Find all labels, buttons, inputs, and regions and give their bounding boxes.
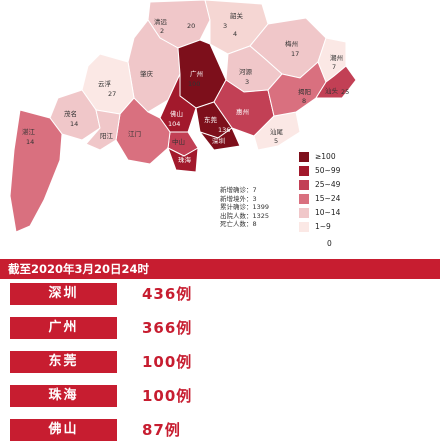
city-value: 87例	[142, 421, 181, 439]
map-label: 100	[188, 80, 201, 88]
map-label: 肇庆	[140, 70, 153, 78]
stat-discharged: 出院人数：1325	[220, 211, 270, 220]
map-label: 中山	[172, 138, 185, 146]
legend-label: ≥100	[315, 152, 336, 161]
city-ranking: 深圳 436例 广州 366例 东莞 100例 珠海 100例 佛山 87例	[0, 279, 440, 441]
legend-label: 1~9	[315, 222, 331, 231]
city-button-shenzhen[interactable]: 深圳	[10, 283, 117, 305]
map-label: 3	[245, 78, 250, 86]
stat-total-confirmed: 累计确诊：1399	[220, 203, 270, 211]
legend-label: 10~14	[315, 208, 341, 217]
city-button-guangzhou[interactable]: 广州	[10, 317, 117, 339]
province-map-shapes	[9, 0, 357, 233]
region-yangjiang[interactable]	[85, 109, 121, 151]
stat-deaths: 死亡人数：8	[220, 220, 257, 228]
map-label: 揭阳	[298, 88, 311, 96]
map-label: 5	[274, 137, 279, 145]
map-label: 珠海	[178, 156, 191, 164]
summary-stats: 新增确诊：7 新增境外：3 累计确诊：1399 出院人数：1325 死亡人数：8	[220, 186, 269, 229]
map-label: 4	[233, 30, 238, 38]
map-label: 8	[302, 97, 307, 105]
map-label: 梅州	[285, 40, 298, 48]
map-label: 河源	[239, 68, 252, 76]
legend-label: 15~24	[315, 194, 341, 203]
region-shantou[interactable]	[315, 65, 357, 99]
stat-new-imported: 新增境外：3	[220, 194, 257, 203]
map-label: 茂名	[64, 110, 77, 118]
city-bar-fill	[12, 387, 115, 405]
legend-swatch	[299, 194, 309, 204]
city-name: 佛山	[48, 422, 79, 437]
stat-new-confirmed: 新增确诊：7	[220, 186, 257, 194]
map-label: 20	[187, 22, 196, 30]
city-value: 100例	[142, 387, 193, 405]
map-label: 104	[168, 120, 181, 128]
map-label: 7	[332, 63, 337, 71]
legend-swatch	[299, 166, 309, 176]
province-map: 20 清远 2 3 韶关 4 梅州 17 揭阳 8 潮州 7 汕头 25 河源 …	[9, 0, 357, 248]
region-zhanjiang[interactable]	[9, 109, 63, 233]
city-name: 广州	[48, 320, 79, 335]
map-label: 17	[291, 50, 300, 58]
city-bar-fill	[12, 353, 115, 371]
map-label: 27	[108, 90, 117, 98]
map-label: 阳江	[100, 132, 113, 140]
legend-swatch	[299, 152, 309, 162]
map-label: 广州	[190, 70, 203, 78]
map-label: 云浮	[98, 80, 111, 88]
map-label: 3	[223, 22, 228, 30]
map-label: 清远	[154, 18, 167, 26]
city-bar-fill	[12, 421, 115, 439]
map-label: 江门	[128, 130, 141, 138]
city-name: 东莞	[48, 354, 79, 369]
city-name: 深圳	[48, 286, 79, 301]
legend-label: 25~49	[315, 180, 341, 189]
map-label: 佛山	[170, 110, 183, 118]
map-label: 深圳	[212, 137, 225, 145]
map-label: 湛江	[22, 128, 35, 136]
region-jiangmen[interactable]	[115, 97, 171, 165]
legend-swatch	[299, 222, 309, 232]
map-label: 惠州	[236, 108, 249, 116]
map-label: 25	[341, 88, 350, 96]
region-zhuhai[interactable]	[167, 146, 199, 173]
map-label: 14	[70, 120, 79, 128]
city-button-zhuhai[interactable]: 珠海	[10, 385, 117, 407]
map-label: 潮州	[330, 54, 343, 62]
city-button-dongguan[interactable]: 东莞	[10, 351, 117, 373]
city-value: 436例	[142, 285, 193, 303]
map-label: 14	[26, 138, 35, 146]
legend-zero-label: 0	[327, 239, 332, 248]
map-label: 汕尾	[270, 128, 283, 136]
map-label: 136	[218, 126, 231, 134]
city-bar-fill	[12, 319, 115, 337]
map-label: 2	[160, 27, 165, 35]
region-shenzhen[interactable]	[198, 127, 241, 151]
city-name: 珠海	[48, 388, 79, 403]
legend-label: 50~99	[315, 166, 341, 175]
region-zhaoqing[interactable]	[127, 19, 181, 113]
city-value: 100例	[142, 353, 193, 371]
city-bar-fill	[12, 285, 115, 303]
city-button-foshan[interactable]: 佛山	[10, 419, 117, 441]
city-value: 366例	[142, 319, 193, 337]
legend-swatch	[299, 180, 309, 190]
map-label: 东莞	[204, 116, 217, 124]
legend-swatch	[299, 208, 309, 218]
map-label: 汕头	[325, 87, 338, 95]
map-label: 韶关	[230, 12, 243, 20]
date-banner: 截至2020年3月20日24时	[0, 259, 440, 279]
